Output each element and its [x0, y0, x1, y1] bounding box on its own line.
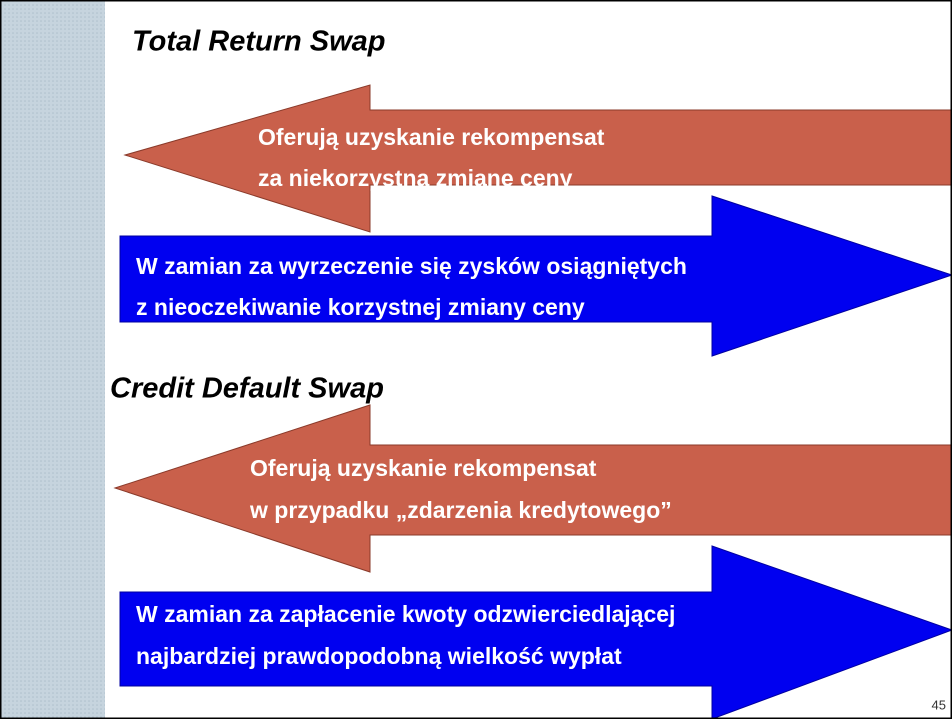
exchange-text: W zamian za wyrzeczenie się zysków osiąg… [136, 253, 687, 279]
exchange-text: z nieoczekiwanie korzystnej zmiany ceny [136, 294, 585, 320]
exchange-arrow [119, 545, 952, 719]
offer-text: za niekorzystną zmianę ceny [258, 165, 573, 191]
section-title: Credit Default Swap [110, 373, 384, 405]
offer-text: Oferują uzyskanie rekompensat [250, 455, 597, 481]
offer-arrow [113, 404, 952, 573]
section-title: Total Return Swap [132, 26, 386, 58]
offer-text: w przypadku „zdarzenia kredytowego” [249, 497, 672, 523]
side-strip [1, 1, 105, 718]
offer-arrow [123, 84, 952, 233]
exchange-text: W zamian za zapłacenie kwoty odzwiercied… [136, 601, 675, 627]
page-number: 45 [932, 697, 946, 712]
offer-text: Oferują uzyskanie rekompensat [258, 124, 605, 150]
exchange-text: najbardziej prawdopodobną wielkość wypła… [136, 643, 622, 669]
exchange-arrow [119, 195, 952, 357]
